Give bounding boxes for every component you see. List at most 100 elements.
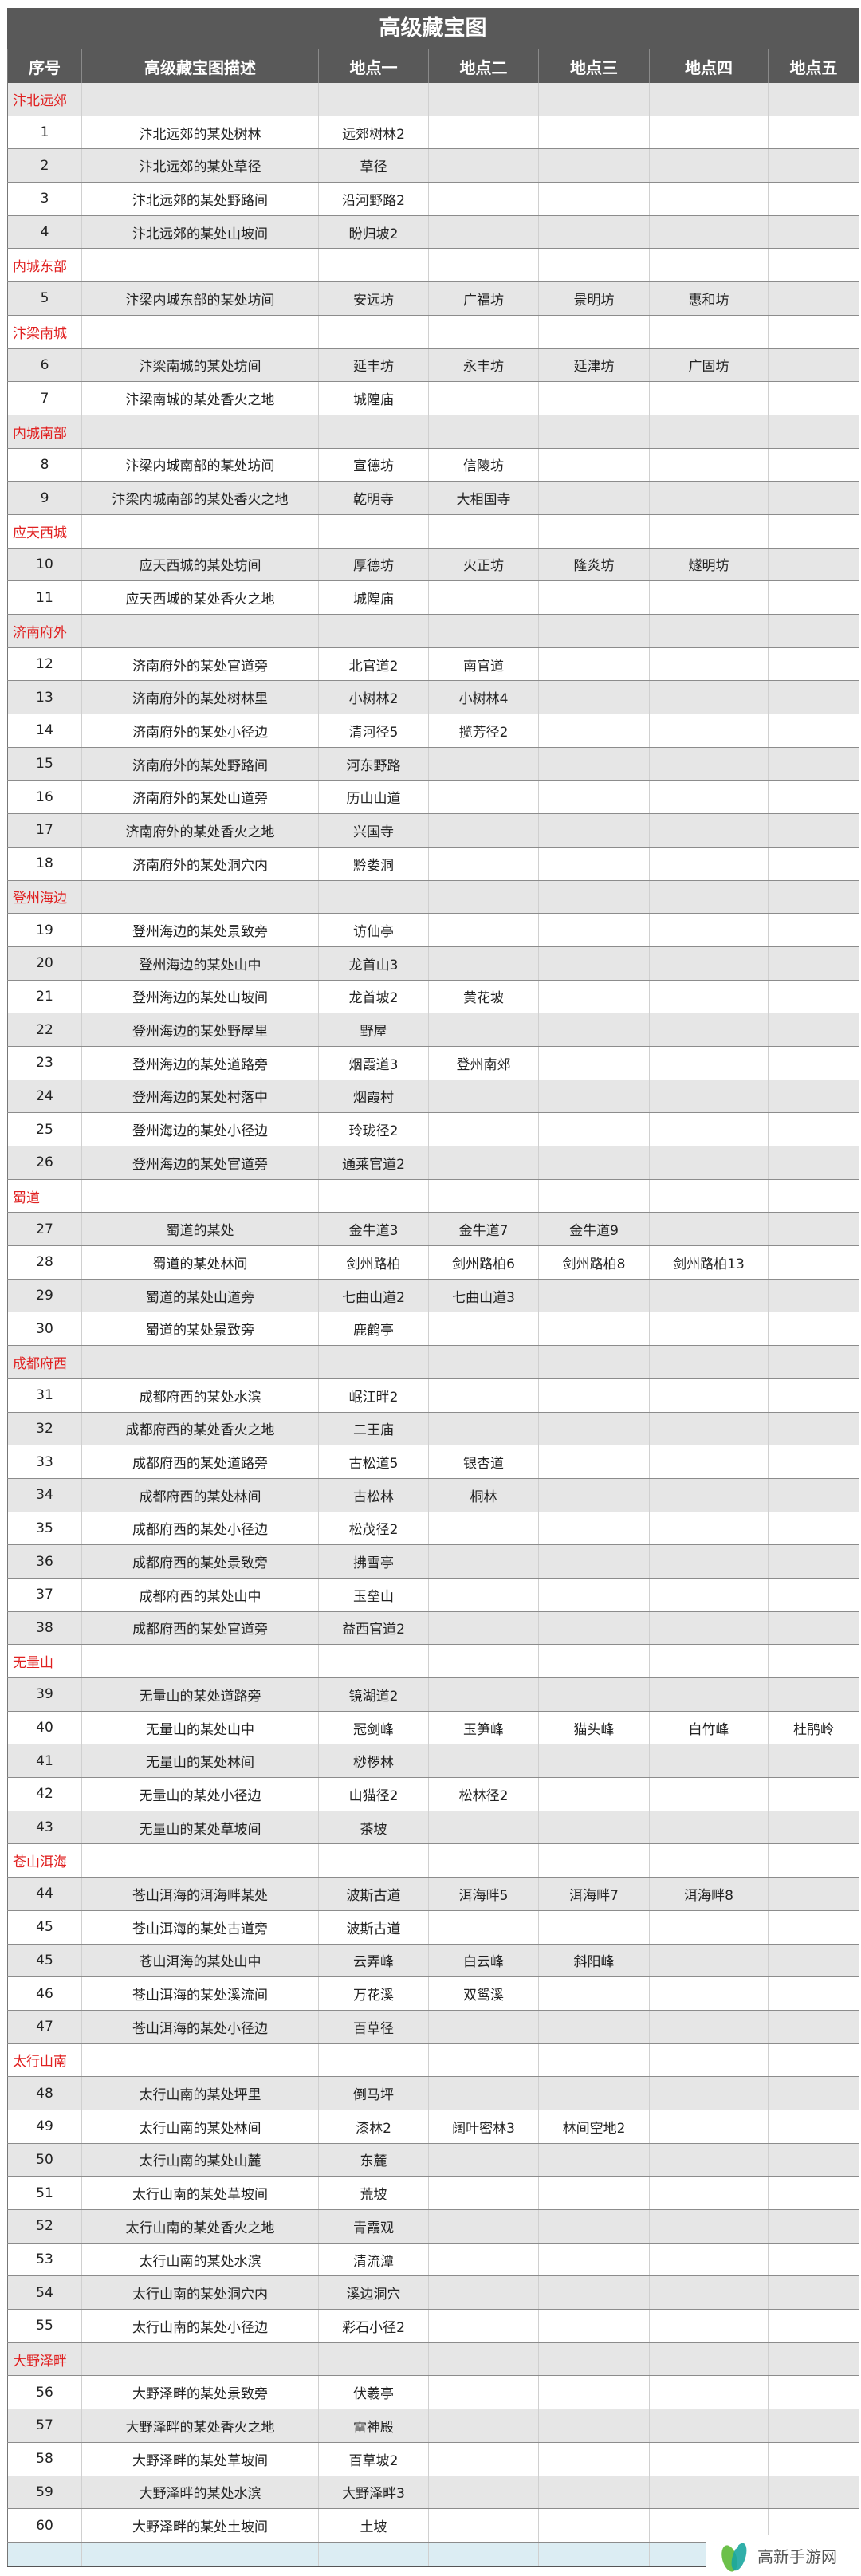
location-cell bbox=[428, 2442, 539, 2476]
location-cell bbox=[649, 481, 769, 515]
table-row: 40 无量山的某处山中 冠剑峰 玉笋峰 猫头峰 白竹峰 杜鹃岭 bbox=[7, 1711, 859, 1745]
empty-cell bbox=[428, 248, 539, 283]
location-cell bbox=[428, 116, 539, 150]
empty-cell bbox=[318, 248, 429, 283]
location-cell bbox=[428, 1512, 539, 1546]
location-cell bbox=[649, 1744, 769, 1779]
location-cell bbox=[538, 1744, 650, 1779]
location-cell: 安远坊 bbox=[318, 281, 429, 316]
location-cell: 百草径 bbox=[318, 2010, 429, 2044]
row-description: 汴北远郊的某处草径 bbox=[81, 148, 319, 183]
row-index: 47 bbox=[7, 2010, 82, 2044]
empty-cell bbox=[81, 1345, 319, 1379]
location-cell bbox=[649, 182, 769, 216]
location-cell bbox=[768, 116, 859, 150]
location-cell bbox=[649, 1777, 769, 1811]
location-cell: 延丰坊 bbox=[318, 348, 429, 383]
location-cell bbox=[649, 1677, 769, 1712]
location-cell: 双鸳溪 bbox=[428, 1976, 539, 2011]
row-description: 无量山的某处小径边 bbox=[81, 1777, 319, 1811]
header-location-3: 地点三 bbox=[538, 49, 650, 83]
location-cell bbox=[538, 2143, 650, 2177]
location-cell bbox=[538, 2476, 650, 2510]
location-cell bbox=[538, 1910, 650, 1945]
empty-cell bbox=[768, 1179, 859, 1213]
location-cell bbox=[768, 1312, 859, 1347]
location-cell bbox=[649, 2176, 769, 2210]
row-description: 济南府外的某处香火之地 bbox=[81, 813, 319, 848]
empty-cell bbox=[318, 83, 429, 116]
table-row: 37 成都府西的某处山中 玉垒山 bbox=[7, 1578, 859, 1612]
row-index: 28 bbox=[7, 1245, 82, 1280]
row-description: 成都府西的某处水滨 bbox=[81, 1378, 319, 1413]
location-cell bbox=[768, 2409, 859, 2443]
row-index: 56 bbox=[7, 2375, 82, 2410]
location-cell: 波斯古道 bbox=[318, 1910, 429, 1945]
empty-cell bbox=[538, 2043, 650, 2078]
location-cell: 漆林2 bbox=[318, 2110, 429, 2144]
empty-cell bbox=[768, 2342, 859, 2377]
row-description: 苍山洱海的某处古道旁 bbox=[81, 1910, 319, 1945]
table-row: 25 登州海边的某处小径边 玲珑径2 bbox=[7, 1112, 859, 1146]
row-description: 大野泽畔的某处土坡间 bbox=[81, 2508, 319, 2543]
location-cell: 龙首坡2 bbox=[318, 980, 429, 1014]
empty-cell bbox=[428, 2342, 539, 2377]
location-cell: 远郊树林2 bbox=[318, 116, 429, 150]
row-index: 13 bbox=[7, 680, 82, 715]
location-cell bbox=[428, 2010, 539, 2044]
empty-cell bbox=[318, 1644, 429, 1678]
empty-cell bbox=[318, 1179, 429, 1213]
empty-cell bbox=[768, 1843, 859, 1878]
location-cell: 林间空地2 bbox=[538, 2110, 650, 2144]
location-cell bbox=[649, 946, 769, 981]
table-row: 26 登州海边的某处官道旁 通莱官道2 bbox=[7, 1146, 859, 1180]
row-description: 苍山洱海的某处溪流间 bbox=[81, 1976, 319, 2011]
location-cell bbox=[649, 1080, 769, 1114]
table-row: 2 汴北远郊的某处草径 草径 bbox=[7, 148, 859, 183]
section-row: 济南府外 bbox=[7, 614, 859, 648]
empty-cell bbox=[318, 415, 429, 449]
location-cell bbox=[768, 2176, 859, 2210]
empty-cell bbox=[81, 614, 319, 648]
empty-cell bbox=[538, 2542, 650, 2567]
location-cell bbox=[768, 813, 859, 848]
row-description: 太行山南的某处小径边 bbox=[81, 2309, 319, 2343]
empty-cell bbox=[649, 1179, 769, 1213]
location-cell bbox=[649, 1013, 769, 1047]
row-index: 24 bbox=[7, 1080, 82, 1114]
table-row: 18 济南府外的某处洞穴内 黔娄洞 bbox=[7, 847, 859, 881]
location-cell bbox=[649, 2375, 769, 2410]
location-cell bbox=[768, 1777, 859, 1811]
section-title: 太行山南 bbox=[7, 2043, 82, 2078]
table-row: 47 苍山洱海的某处小径边 百草径 bbox=[7, 2010, 859, 2044]
location-cell bbox=[768, 348, 859, 383]
location-cell bbox=[649, 1378, 769, 1413]
row-description: 济南府外的某处山道旁 bbox=[81, 780, 319, 815]
header-location-4: 地点四 bbox=[649, 49, 769, 83]
row-index: 15 bbox=[7, 747, 82, 781]
empty-cell bbox=[81, 415, 319, 449]
location-cell: 茶坡 bbox=[318, 1811, 429, 1845]
location-cell bbox=[768, 2076, 859, 2110]
section-title: 大野泽畔 bbox=[7, 2342, 82, 2377]
location-cell bbox=[649, 813, 769, 848]
empty-cell bbox=[428, 1345, 539, 1379]
location-cell bbox=[768, 281, 859, 316]
row-description: 无量山的某处林间 bbox=[81, 1744, 319, 1779]
row-index: 20 bbox=[7, 946, 82, 981]
table-row: 27 蜀道的某处 金牛道3 金牛道7 金牛道9 bbox=[7, 1212, 859, 1247]
location-cell bbox=[649, 747, 769, 781]
empty-cell bbox=[428, 315, 539, 349]
row-index: 34 bbox=[7, 1478, 82, 1512]
watermark: 高新手游网 bbox=[706, 2535, 861, 2576]
location-cell bbox=[428, 580, 539, 615]
empty-cell bbox=[318, 2043, 429, 2078]
location-cell bbox=[768, 680, 859, 715]
location-cell: 百草坡2 bbox=[318, 2442, 429, 2476]
location-cell: 洱海畔5 bbox=[428, 1877, 539, 1911]
empty-cell bbox=[428, 415, 539, 449]
location-cell bbox=[649, 980, 769, 1014]
location-cell bbox=[768, 1910, 859, 1945]
location-cell bbox=[538, 215, 650, 250]
location-cell bbox=[649, 2143, 769, 2177]
